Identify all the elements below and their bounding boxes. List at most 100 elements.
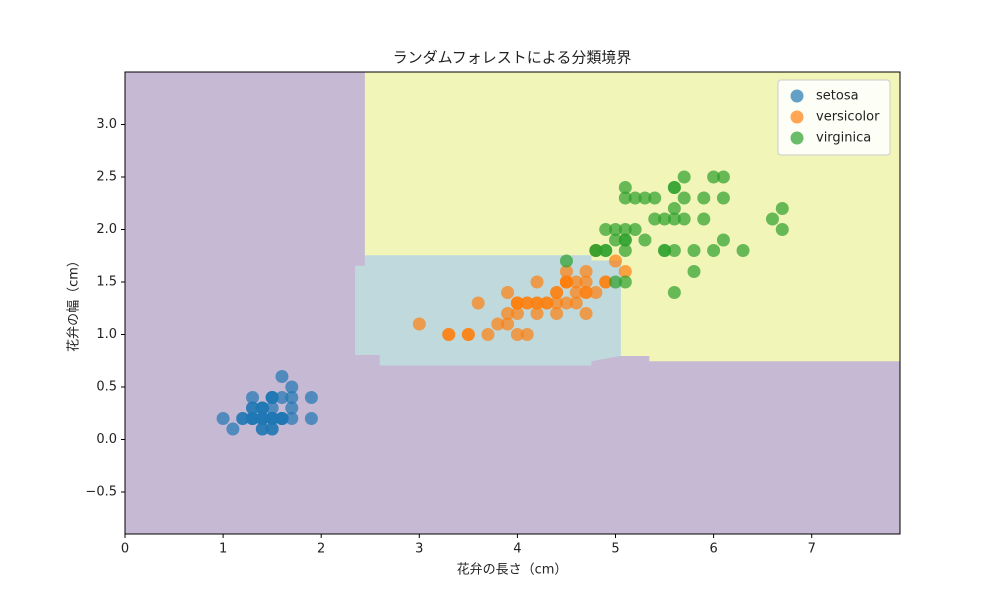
point [559, 296, 573, 310]
legend-marker [790, 89, 804, 103]
point [716, 191, 730, 205]
x-tick-label: 7 [808, 542, 816, 557]
point [687, 244, 701, 257]
point [550, 296, 564, 310]
point [481, 328, 495, 341]
chart-title: ランダムフォレストによる分類境界 [393, 49, 632, 67]
point [275, 370, 289, 383]
x-tick-label: 3 [415, 542, 423, 557]
point [550, 286, 564, 299]
point [638, 191, 652, 205]
y-axis-label: 花弁の幅（cm） [66, 254, 82, 352]
point [736, 244, 750, 257]
point [707, 170, 721, 184]
point [609, 275, 623, 289]
y-tick-label: 2.0 [96, 222, 117, 237]
point [677, 191, 691, 205]
point [658, 212, 672, 226]
point [520, 296, 534, 310]
point [285, 412, 299, 425]
point [716, 233, 730, 247]
point [609, 254, 623, 268]
point [550, 307, 564, 320]
point [569, 296, 583, 310]
x-tick-label: 5 [611, 542, 619, 557]
point [599, 275, 613, 289]
point [255, 412, 269, 425]
point [569, 286, 583, 299]
point [707, 244, 721, 257]
point [510, 328, 524, 341]
point [648, 191, 662, 205]
point [618, 265, 632, 278]
point [599, 223, 613, 236]
point [510, 296, 524, 310]
point [275, 412, 289, 425]
point [628, 223, 642, 236]
series-points [559, 170, 789, 299]
point [579, 275, 593, 289]
point [559, 265, 573, 278]
point [265, 422, 279, 436]
point [667, 181, 681, 194]
point [648, 212, 662, 226]
point [265, 412, 279, 425]
point [255, 422, 269, 436]
x-tick-label: 2 [317, 542, 325, 557]
x-tick-label: 4 [513, 542, 521, 557]
point [412, 317, 426, 331]
point [609, 223, 623, 236]
point [501, 307, 515, 320]
point [216, 412, 230, 425]
point [510, 307, 524, 320]
point [579, 265, 593, 278]
point [667, 244, 681, 257]
point [775, 223, 789, 236]
point [530, 307, 544, 320]
point [618, 191, 632, 205]
series-points [216, 370, 318, 436]
y-tick-label: 0.0 [96, 432, 117, 447]
x-tick-label: 0 [121, 542, 129, 557]
point [677, 212, 691, 226]
point [285, 380, 299, 394]
point [658, 244, 672, 257]
point [618, 275, 632, 289]
point [491, 317, 505, 331]
point [226, 422, 240, 436]
point [579, 286, 593, 299]
legend-label: virginica [816, 131, 871, 146]
point [304, 412, 318, 425]
point [255, 401, 269, 415]
x-tick-label: 6 [709, 542, 717, 557]
point [579, 307, 593, 320]
point [697, 212, 711, 226]
point [461, 328, 475, 341]
y-tick-label: −0.5 [85, 485, 117, 500]
point [559, 275, 573, 289]
point [501, 286, 515, 299]
y-tick-label: 2.5 [96, 170, 117, 185]
point [667, 212, 681, 226]
point [540, 296, 554, 310]
point [775, 202, 789, 215]
point [530, 275, 544, 289]
legend-marker [790, 110, 804, 124]
point [285, 391, 299, 404]
point [246, 412, 260, 425]
point [236, 412, 250, 425]
point [569, 275, 583, 289]
point [530, 296, 544, 310]
point [687, 265, 701, 278]
legend-label: versicolor [816, 110, 880, 125]
x-tick-label: 1 [219, 542, 227, 557]
point [618, 233, 632, 247]
y-tick-label: 1.0 [96, 327, 117, 342]
point [697, 191, 711, 205]
point [599, 244, 613, 257]
y-tick-label: 3.0 [96, 117, 117, 132]
point [275, 391, 289, 404]
point [628, 191, 642, 205]
point [559, 254, 573, 268]
point [589, 244, 603, 257]
